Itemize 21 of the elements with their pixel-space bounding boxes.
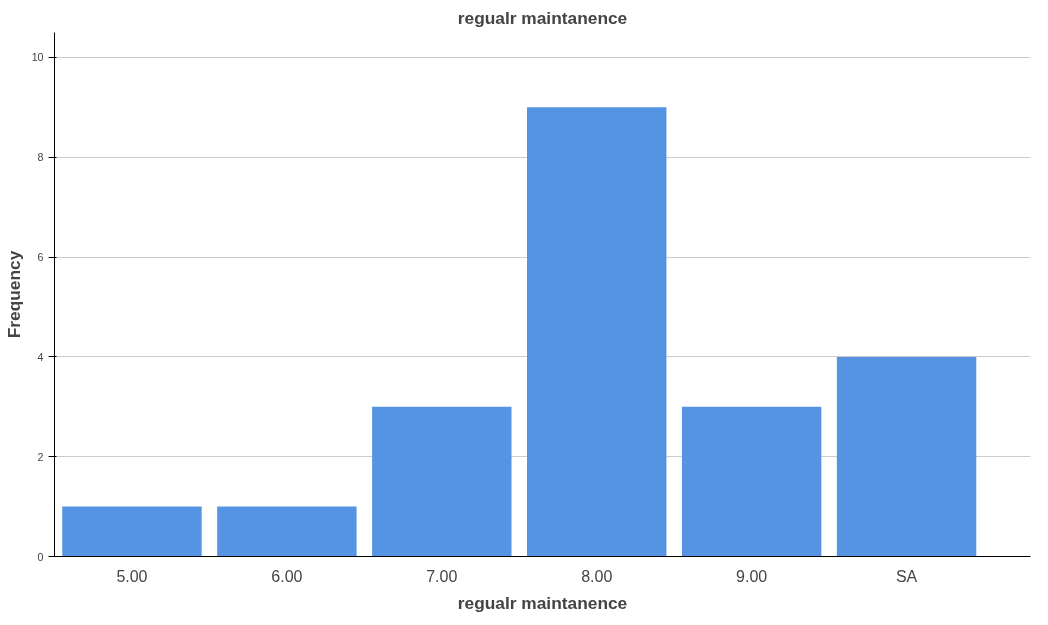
y-tick-label: 2 <box>37 450 44 463</box>
x-axis-title: regualr maintanence <box>457 592 628 613</box>
chart-title: regualr maintanence <box>457 7 628 28</box>
bar <box>527 107 667 557</box>
bar <box>217 506 357 557</box>
x-tick-label: 5.00 <box>116 567 148 585</box>
x-tick-label: SA <box>895 567 918 585</box>
bar <box>372 406 512 557</box>
x-tick-label: 9.00 <box>736 567 768 585</box>
y-tick-label: 10 <box>31 51 44 64</box>
y-tick-label: 6 <box>37 251 44 264</box>
x-tick-label: 7.00 <box>426 567 458 585</box>
x-tick-label: 8.00 <box>581 567 613 585</box>
x-tick-label: 6.00 <box>271 567 303 585</box>
bar <box>681 406 822 557</box>
y-tick-label: 0 <box>37 550 44 563</box>
y-axis-title: Frequency <box>3 250 24 339</box>
bar <box>62 506 202 557</box>
y-tick-label: 4 <box>37 350 44 363</box>
y-tick-label: 8 <box>37 151 44 164</box>
bar <box>836 356 977 557</box>
